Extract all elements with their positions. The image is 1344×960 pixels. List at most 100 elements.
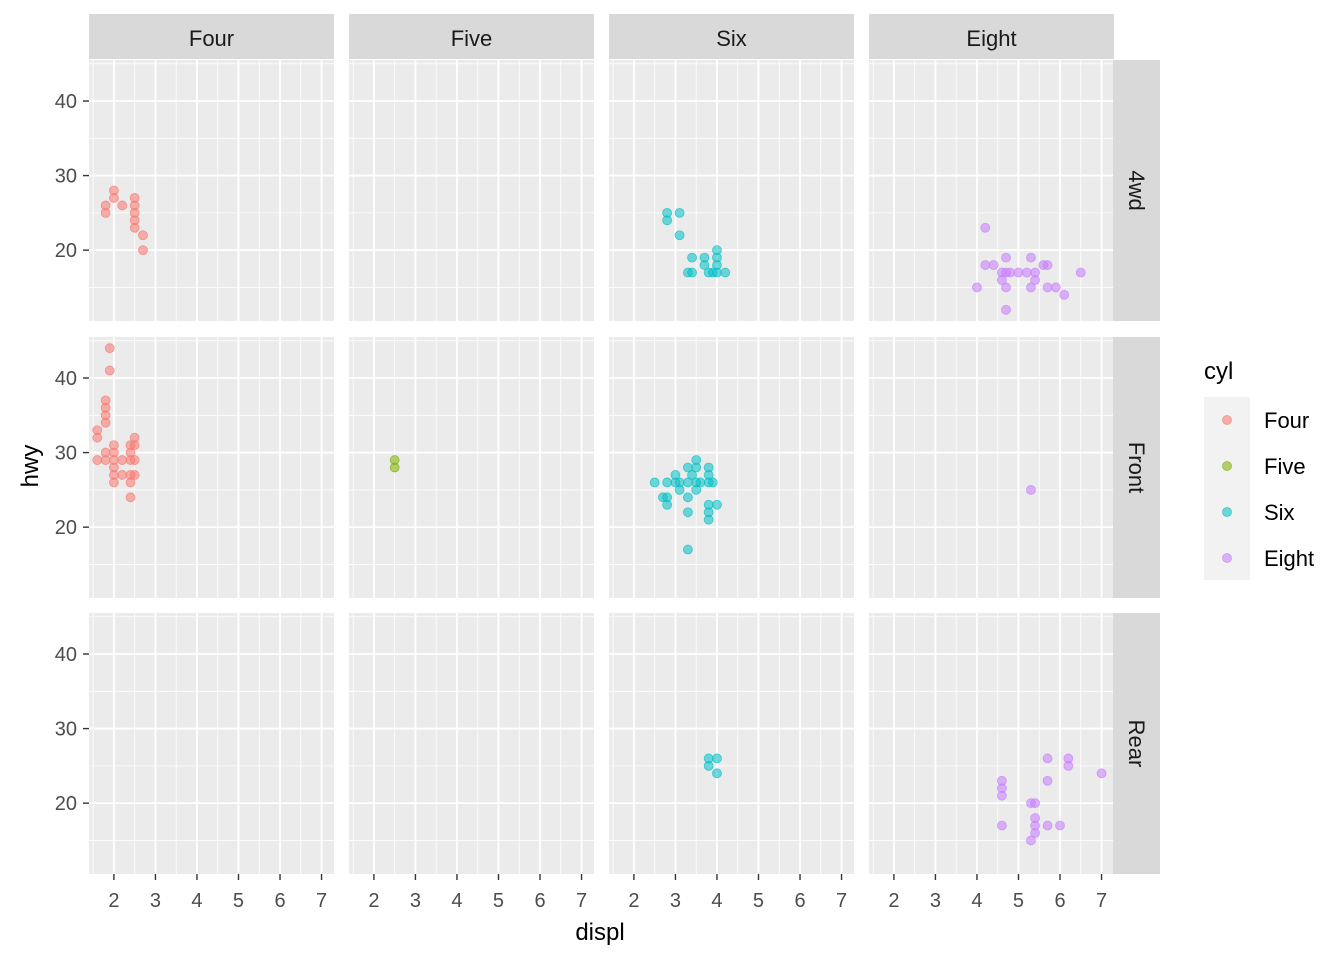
data-point	[1001, 304, 1011, 315]
panel-background	[349, 613, 594, 874]
x-tick-label: 6	[794, 890, 805, 912]
data-point	[996, 820, 1007, 831]
data-point	[980, 222, 991, 233]
data-point	[1042, 753, 1053, 764]
strip-background	[1113, 613, 1160, 874]
data-point	[129, 222, 140, 233]
data-point	[1030, 798, 1041, 809]
panel-4wd-four	[89, 60, 334, 321]
data-point	[1026, 835, 1036, 846]
data-point	[691, 455, 702, 465]
data-point	[712, 499, 722, 510]
x-tick-label: 6	[1054, 890, 1065, 912]
data-point	[125, 492, 136, 503]
legend-label: Six	[1264, 500, 1295, 525]
data-point	[1030, 828, 1041, 838]
data-point	[712, 245, 722, 256]
panel-rear-six	[609, 613, 854, 874]
strip-background	[349, 14, 594, 59]
y-tick-label: 40	[55, 91, 77, 113]
data-point	[1013, 267, 1024, 278]
data-point	[117, 455, 128, 465]
row-strip-rear: Rear	[1113, 613, 1160, 874]
data-point	[980, 260, 991, 270]
legend-key	[1222, 415, 1232, 425]
data-point	[662, 492, 673, 503]
panel-rear-five	[349, 613, 594, 874]
data-point	[1096, 768, 1107, 779]
x-tick-label: 5	[1013, 890, 1024, 912]
panel-background	[349, 60, 594, 321]
y-tick-label: 20	[55, 793, 77, 815]
data-point	[674, 230, 685, 241]
data-point	[100, 395, 111, 406]
x-tick-label: 2	[888, 890, 899, 912]
x-tick-label: 2	[368, 890, 379, 912]
panel-front-five	[349, 337, 594, 598]
x-tick-label: 6	[534, 890, 545, 912]
data-point	[129, 470, 140, 480]
x-tick-label: 5	[753, 890, 764, 912]
panel-rear-four	[89, 613, 334, 874]
data-point	[662, 215, 673, 226]
panel-background	[89, 60, 334, 321]
strip-label: Rear	[1124, 720, 1149, 768]
x-tick-label: 4	[191, 890, 202, 912]
x-tick-label: 7	[836, 890, 847, 912]
legend-key-background	[1204, 397, 1250, 580]
panel-background	[869, 337, 1114, 598]
x-axis-title: displ	[575, 919, 624, 946]
legend-label: Four	[1264, 408, 1309, 433]
data-point	[138, 230, 148, 241]
data-point	[703, 760, 714, 771]
data-point	[1021, 267, 1032, 278]
data-point	[1001, 252, 1011, 263]
data-point	[1059, 289, 1070, 300]
data-point	[703, 514, 714, 525]
panel-rear-eight	[869, 613, 1114, 874]
data-point	[682, 507, 693, 518]
legend-label: Eight	[1264, 546, 1314, 571]
data-point	[662, 477, 673, 488]
data-point	[695, 477, 706, 488]
y-tick-label: 30	[55, 719, 77, 741]
panel-background	[89, 337, 334, 598]
data-point	[1026, 252, 1036, 263]
x-tick-label: 4	[971, 890, 982, 912]
panel-background	[869, 613, 1114, 874]
strip-label: Five	[451, 26, 493, 51]
legend-item-eight: Eight	[1222, 546, 1314, 571]
legend-item-six: Six	[1222, 500, 1295, 525]
data-point	[670, 470, 681, 480]
col-strips-layer: Four Five Six Eight	[89, 14, 1114, 59]
col-strip-eight: Eight	[869, 14, 1114, 59]
data-point	[100, 200, 111, 211]
data-point	[712, 768, 722, 779]
strip-background	[1113, 60, 1160, 321]
data-point	[1026, 484, 1036, 495]
data-point	[1001, 282, 1011, 293]
data-point	[699, 260, 710, 270]
y-tick-label: 40	[55, 368, 77, 390]
x-tick-label: 5	[493, 890, 504, 912]
data-point	[707, 477, 718, 488]
data-point	[104, 365, 115, 376]
data-point	[117, 470, 128, 480]
panel-front-six	[609, 337, 854, 598]
x-tick-label: 2	[628, 890, 639, 912]
strip-background	[609, 14, 854, 59]
legend-title: cyl	[1204, 358, 1233, 385]
strip-background	[1113, 337, 1160, 598]
x-tick-label: 3	[930, 890, 941, 912]
data-point	[1050, 282, 1061, 293]
row-strip-front: Front	[1113, 337, 1160, 598]
legend-key	[1222, 461, 1232, 471]
panel-4wd-eight	[869, 60, 1114, 321]
data-point	[687, 470, 697, 480]
legend-label: Five	[1264, 454, 1306, 479]
data-point	[100, 447, 111, 458]
x-axis-layer: 2 3 4 5 6 7 2 3 4 5 6 7 2 3 4 5 6 7 2 3 4 5 6 7	[108, 874, 1107, 912]
data-point	[109, 185, 119, 196]
data-point	[674, 484, 685, 495]
data-point	[1030, 267, 1041, 278]
